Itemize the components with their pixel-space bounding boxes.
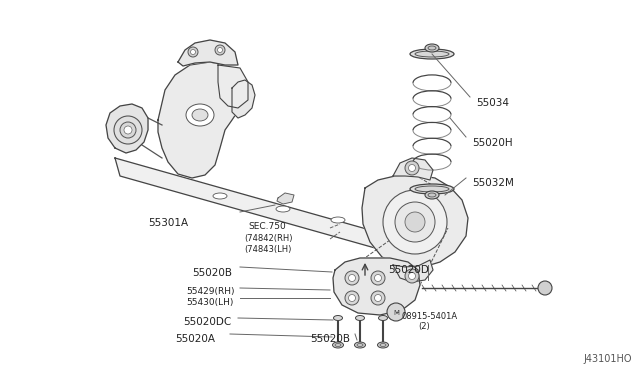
Text: 08915-5401A: 08915-5401A (402, 312, 458, 321)
Circle shape (374, 275, 381, 282)
Ellipse shape (355, 342, 365, 348)
Text: J43101HO: J43101HO (584, 354, 632, 364)
Ellipse shape (355, 315, 365, 321)
Ellipse shape (428, 46, 436, 50)
Circle shape (218, 48, 223, 52)
Polygon shape (158, 62, 242, 178)
Polygon shape (232, 80, 255, 118)
Circle shape (405, 269, 419, 283)
Circle shape (371, 291, 385, 305)
Ellipse shape (333, 342, 344, 348)
Text: (74842(RH): (74842(RH) (244, 234, 292, 243)
Ellipse shape (410, 49, 454, 59)
Circle shape (114, 116, 142, 144)
Circle shape (120, 122, 136, 138)
Text: 55020DC: 55020DC (183, 317, 231, 327)
Text: 55034: 55034 (476, 98, 509, 108)
Text: 55020H: 55020H (472, 138, 513, 148)
Circle shape (349, 295, 355, 301)
Circle shape (408, 164, 415, 171)
Ellipse shape (335, 343, 341, 346)
Ellipse shape (357, 343, 363, 346)
Ellipse shape (410, 184, 454, 194)
Text: M: M (393, 310, 399, 316)
Circle shape (405, 161, 419, 175)
Polygon shape (362, 175, 468, 268)
Polygon shape (106, 104, 148, 153)
Polygon shape (393, 158, 433, 180)
Circle shape (395, 202, 435, 242)
Text: SEC.750: SEC.750 (248, 222, 285, 231)
Ellipse shape (415, 51, 449, 57)
Text: 55430(LH): 55430(LH) (186, 298, 234, 307)
Circle shape (374, 295, 381, 301)
Text: (2): (2) (418, 322, 429, 331)
Ellipse shape (425, 44, 439, 52)
Polygon shape (115, 158, 375, 248)
Circle shape (345, 271, 359, 285)
Ellipse shape (378, 315, 387, 321)
Text: 55032M: 55032M (472, 178, 514, 188)
Ellipse shape (415, 186, 449, 192)
Ellipse shape (186, 104, 214, 126)
Circle shape (408, 273, 415, 279)
Circle shape (387, 303, 405, 321)
Text: 55301A: 55301A (148, 218, 188, 228)
Circle shape (124, 126, 132, 134)
Circle shape (191, 49, 195, 55)
Circle shape (345, 291, 359, 305)
Polygon shape (218, 65, 248, 108)
Circle shape (188, 47, 198, 57)
Ellipse shape (276, 206, 290, 212)
Text: 55429(RH): 55429(RH) (186, 287, 234, 296)
Ellipse shape (192, 109, 208, 121)
Circle shape (371, 271, 385, 285)
Circle shape (538, 281, 552, 295)
Polygon shape (178, 40, 238, 66)
Circle shape (405, 212, 425, 232)
Ellipse shape (428, 193, 436, 197)
Polygon shape (333, 258, 420, 315)
Ellipse shape (331, 217, 345, 223)
Ellipse shape (378, 342, 388, 348)
Text: 55020D: 55020D (388, 265, 429, 275)
Text: 55020B: 55020B (310, 334, 350, 344)
Ellipse shape (380, 343, 386, 346)
Circle shape (383, 190, 447, 254)
Text: 55020A: 55020A (175, 334, 215, 344)
Text: (74843(LH): (74843(LH) (244, 245, 291, 254)
Ellipse shape (333, 315, 342, 321)
Polygon shape (393, 260, 433, 282)
Ellipse shape (213, 193, 227, 199)
Circle shape (215, 45, 225, 55)
Ellipse shape (425, 191, 439, 199)
Circle shape (349, 275, 355, 282)
Polygon shape (277, 193, 294, 204)
Text: 55020B: 55020B (192, 268, 232, 278)
